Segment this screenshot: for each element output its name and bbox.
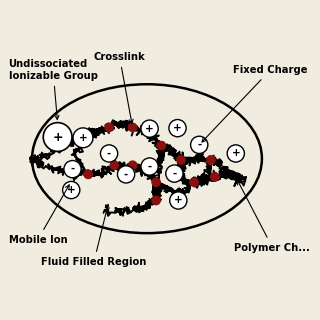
Circle shape <box>110 161 118 169</box>
Circle shape <box>64 161 81 178</box>
Text: +: + <box>79 133 87 143</box>
Text: +: + <box>231 148 240 158</box>
Text: Crosslink: Crosslink <box>94 52 145 124</box>
Circle shape <box>117 166 135 183</box>
Circle shape <box>170 192 187 209</box>
Text: Fixed Charge: Fixed Charge <box>202 65 308 142</box>
Text: +: + <box>67 185 76 195</box>
Circle shape <box>63 181 80 199</box>
Circle shape <box>227 145 244 162</box>
Text: -: - <box>124 169 128 180</box>
Text: Undissociated
Ionizable Group: Undissociated Ionizable Group <box>9 59 98 119</box>
Circle shape <box>141 158 158 175</box>
Circle shape <box>43 123 72 151</box>
Circle shape <box>166 165 183 182</box>
Text: +: + <box>173 123 182 133</box>
Text: Mobile Ion: Mobile Ion <box>9 185 69 245</box>
Circle shape <box>211 173 219 181</box>
Circle shape <box>105 123 113 132</box>
Circle shape <box>128 161 137 169</box>
Text: +: + <box>52 131 63 143</box>
Circle shape <box>169 119 186 137</box>
Circle shape <box>73 128 93 148</box>
Circle shape <box>207 156 215 164</box>
Circle shape <box>157 141 165 150</box>
Circle shape <box>152 196 160 205</box>
Circle shape <box>177 156 185 164</box>
Text: Polymer Ch...: Polymer Ch... <box>235 180 310 252</box>
Text: -: - <box>148 162 152 172</box>
Text: -: - <box>70 164 75 174</box>
Text: -: - <box>197 140 201 150</box>
Circle shape <box>128 123 137 132</box>
Circle shape <box>100 145 118 162</box>
Text: Fluid Filled Region: Fluid Filled Region <box>41 204 147 267</box>
Text: -: - <box>107 148 111 158</box>
Circle shape <box>84 170 92 179</box>
Text: +: + <box>174 196 183 205</box>
Circle shape <box>191 136 208 154</box>
Circle shape <box>141 120 158 137</box>
Text: +: + <box>145 124 154 134</box>
Text: -: - <box>172 169 177 179</box>
Circle shape <box>152 178 160 186</box>
Circle shape <box>190 178 198 186</box>
